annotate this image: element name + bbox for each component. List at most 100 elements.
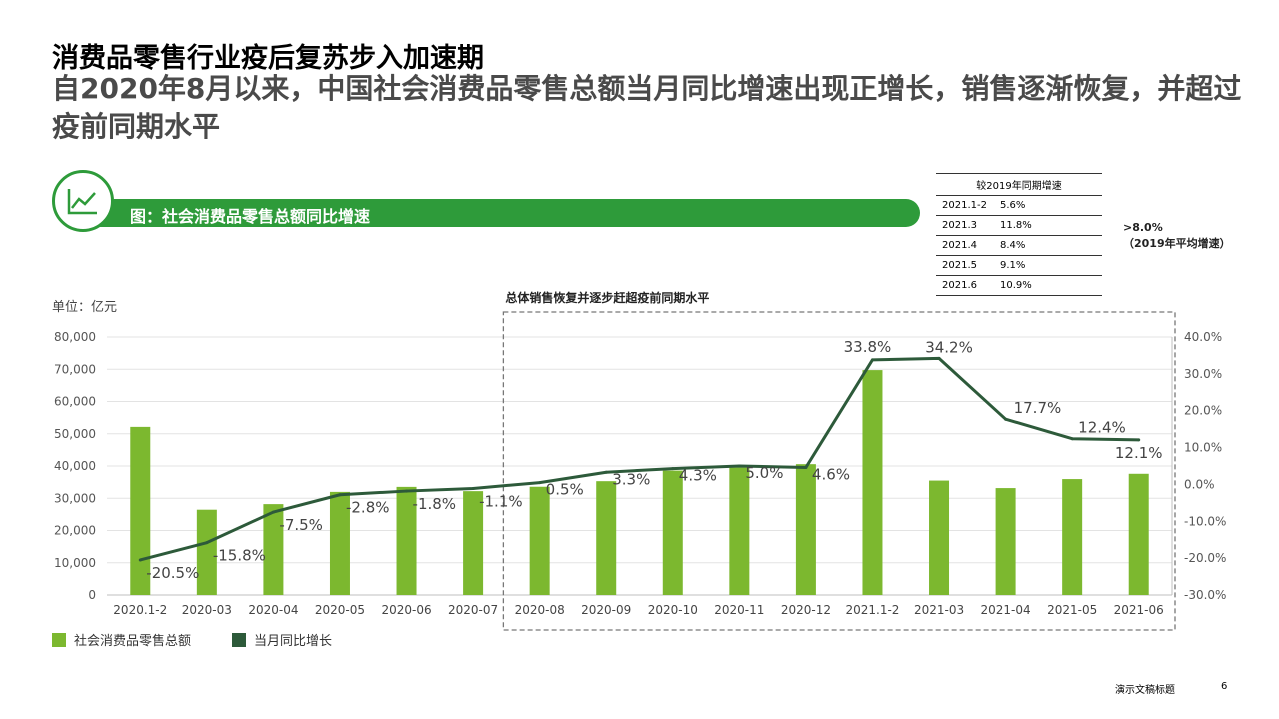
- x-axis-tick-label: 2021-06: [1114, 603, 1164, 617]
- x-axis-tick-label: 2020-10: [648, 603, 698, 617]
- slide-title: 消费品零售行业疫后复苏步入加速期: [52, 43, 484, 74]
- x-axis-tick-label: 2021.1-2: [845, 603, 899, 617]
- growth-line: [139, 356, 1139, 562]
- line-data-label: -2.8%: [346, 499, 390, 517]
- bar: [130, 426, 151, 595]
- right-axis-tick-label: 20.0%: [1184, 404, 1222, 418]
- right-axis-tick-label: 10.0%: [1184, 441, 1222, 455]
- bar: [463, 491, 484, 595]
- legend-label-bars: 社会消费品零售总额: [74, 633, 191, 649]
- x-axis-tick-label: 2020-05: [315, 603, 365, 617]
- benchmark-note-label: （2019年平均增速）: [1123, 237, 1231, 250]
- table-cell-value: 10.9%: [994, 275, 1102, 296]
- line-point: [604, 470, 608, 474]
- x-axis-tick-label: 2020-03: [182, 603, 232, 617]
- left-axis-tick-label: 0: [88, 588, 96, 602]
- benchmark-note-value: >8.0%: [1123, 221, 1163, 234]
- line-data-label: 12.1%: [1115, 444, 1163, 462]
- footer-title: 演示文稿标题: [1115, 685, 1175, 696]
- line-point: [471, 486, 475, 490]
- line-point: [138, 558, 142, 562]
- line-point: [937, 356, 941, 360]
- x-axis-tick-label: 2020-04: [248, 603, 298, 617]
- legend-swatch-line: [232, 633, 246, 647]
- line-chart-icon: [52, 170, 114, 232]
- line-data-label: 33.8%: [844, 338, 892, 356]
- bar: [729, 467, 750, 595]
- page-number: 6: [1221, 681, 1228, 692]
- x-axis-tick-label: 2020-11: [714, 603, 764, 617]
- legend-swatch-bars: [52, 633, 66, 647]
- x-axis-tick-label: 2021-05: [1047, 603, 1097, 617]
- line-data-label: -7.5%: [279, 516, 323, 534]
- line-data-label: 17.7%: [1014, 399, 1062, 417]
- table-row: 2021.5 9.1%: [936, 255, 1102, 276]
- line-data-label: -20.5%: [146, 564, 199, 582]
- x-axis-tick-label: 2020-08: [515, 603, 565, 617]
- line-point: [271, 510, 275, 514]
- bar: [795, 464, 816, 595]
- table-cell-period: 2021.4: [936, 235, 994, 256]
- bar: [529, 486, 550, 595]
- x-axis-tick-label: 2020.1-2: [113, 603, 167, 617]
- line-point: [205, 541, 209, 545]
- x-axis-tick-label: 2020-09: [581, 603, 631, 617]
- table-row: 2021.1-2 5.6%: [936, 195, 1102, 216]
- table-cell-value: 9.1%: [994, 255, 1102, 276]
- x-axis-tick-label: 2020-06: [381, 603, 431, 617]
- slide-subtitle: 自2020年8月以来，中国社会消费品零售总额当月同比增速出现正增长，销售逐渐恢复…: [52, 72, 1242, 143]
- line-data-label: 12.4%: [1078, 419, 1126, 437]
- x-axis-tick-label: 2020-07: [448, 603, 498, 617]
- left-axis-tick-label: 30,000: [54, 491, 96, 505]
- annotation-label: 总体销售恢复并逐步赶超疫前同期水平: [505, 290, 709, 305]
- bar: [862, 370, 883, 595]
- table-row: 2021.3 11.8%: [936, 215, 1102, 236]
- line-data-label: -1.1%: [479, 492, 523, 510]
- bar: [662, 470, 683, 595]
- left-axis-tick-label: 80,000: [54, 330, 96, 344]
- left-axis-tick-label: 70,000: [54, 362, 96, 376]
- left-axis-tick-label: 20,000: [54, 524, 96, 538]
- table-row: 2021.6 10.9%: [936, 275, 1102, 296]
- comparison-table-header: 较2019年同期增速: [936, 173, 1102, 196]
- unit-label: 单位：亿元: [52, 300, 117, 315]
- right-axis-tick-label: 30.0%: [1184, 367, 1222, 381]
- legend-label-line: 当月同比增长: [254, 634, 332, 649]
- left-axis-tick-label: 40,000: [54, 459, 96, 473]
- line-point: [1070, 437, 1074, 441]
- table-cell-period: 2021.1-2: [936, 195, 994, 216]
- line-point: [804, 465, 808, 469]
- line-data-label: 4.3%: [679, 467, 717, 485]
- line-point: [1004, 417, 1008, 421]
- line-data-label: 34.2%: [925, 338, 973, 356]
- bar: [929, 480, 950, 595]
- table-row: 2021.4 8.4%: [936, 235, 1102, 256]
- table-cell-value: 5.6%: [994, 195, 1102, 216]
- line-data-label: -15.8%: [213, 547, 266, 565]
- banner-label: 图：社会消费品零售总额同比增速: [130, 207, 371, 226]
- line-point: [538, 481, 542, 485]
- chart-banner: [96, 199, 920, 227]
- left-axis-tick-label: 10,000: [54, 556, 96, 570]
- comparison-table: 较2019年同期增速 2021.1-2 5.6% 2021.3 11.8% 2021…: [936, 173, 1102, 296]
- right-axis-tick-label: 40.0%: [1184, 330, 1222, 344]
- bar: [263, 504, 284, 595]
- x-axis-tick-label: 2021-04: [981, 603, 1031, 617]
- bar: [396, 486, 417, 595]
- line-data-label: 0.5%: [546, 481, 584, 499]
- line-point: [1137, 438, 1141, 442]
- right-axis-tick-label: -20.0%: [1184, 551, 1226, 565]
- left-axis-tick-label: 50,000: [54, 427, 96, 441]
- table-cell-value: 8.4%: [994, 235, 1102, 256]
- bar: [329, 491, 350, 595]
- x-axis-tick-label: 2021-03: [914, 603, 964, 617]
- bar: [1128, 473, 1149, 595]
- bar: [995, 488, 1016, 595]
- table-cell-value: 11.8%: [994, 215, 1102, 236]
- x-axis-tick-label: 2020-12: [781, 603, 831, 617]
- annotation-box: [502, 311, 1176, 631]
- line-point: [737, 464, 741, 468]
- bar: [596, 481, 617, 595]
- line-point: [405, 489, 409, 493]
